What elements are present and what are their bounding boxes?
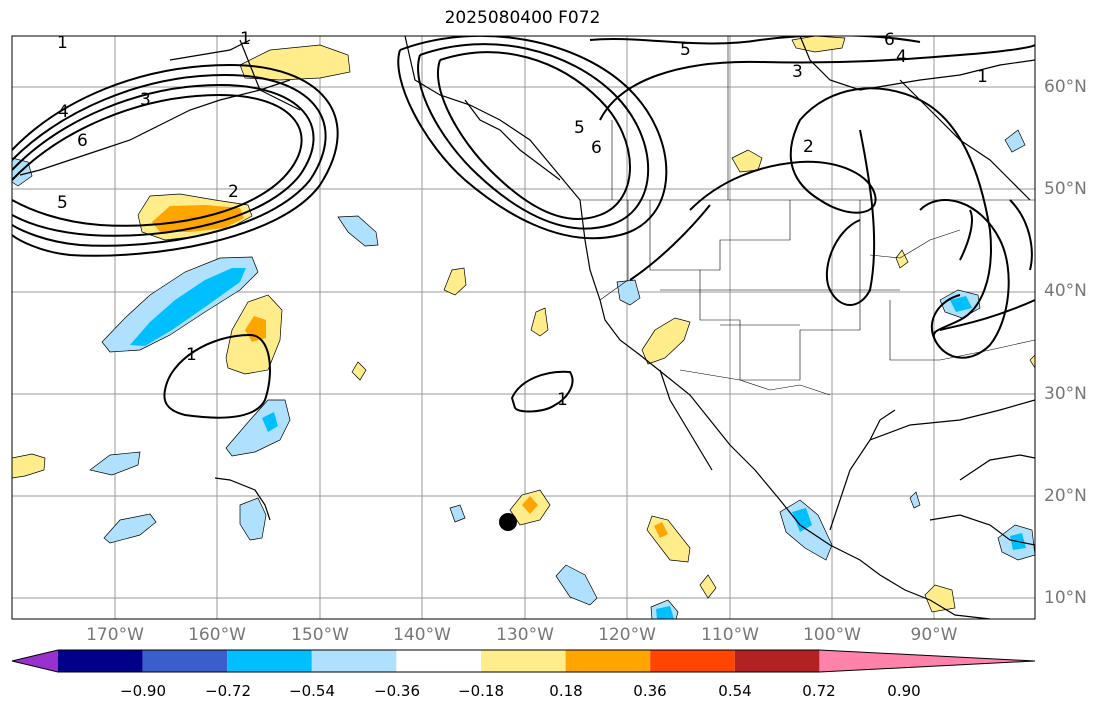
neg-anomaly-core [262,412,278,432]
pos-anomaly-patch [699,574,717,599]
colorbar-tick-label: 0.72 [802,682,836,700]
contour-label: 1 [977,67,988,87]
storm-center-marker [499,513,517,531]
colorbar-tick-label: 0.54 [718,682,752,700]
colorbar-tick-label: 0.90 [887,682,921,700]
neg-anomaly-patch [555,564,598,606]
contour-label: 5 [680,40,691,60]
colorbar-tick-label: 0.36 [633,682,667,700]
colorbar-tick-label: −0.54 [289,682,335,700]
pos-anomaly-patch [12,453,46,479]
colorbar-tick-label: 0.18 [549,682,583,700]
contour-label: 1 [57,33,68,53]
lon-label-150w: 150°W [291,625,349,645]
neg-anomaly-core [656,606,674,619]
neg-anomaly-core [130,268,246,346]
contour-label: 5 [574,118,585,138]
pos-anomaly-patch [351,361,367,381]
neg-anomaly-patch [1004,129,1026,153]
contour-lines [12,36,1035,419]
contour-label: 6 [591,138,602,158]
pos-anomaly-patch [731,149,763,173]
colorbar-segment [227,650,312,672]
neg-anomaly-patch [337,215,379,247]
contour-label: 6 [77,131,88,151]
lon-label-110w: 110°W [701,625,759,645]
colorbar-extend-high [819,650,1035,672]
contour-label: 1 [186,345,197,365]
political-borders [580,36,1035,396]
colorbar-segment [734,650,820,672]
lon-label-160w: 160°W [188,625,246,645]
contour-label: 2 [803,137,814,157]
contour-label: 3 [140,90,151,110]
pos-anomaly-patch [924,584,956,613]
colorbar-tick-label: −0.36 [374,682,420,700]
neg-anomaly-patch [103,513,157,544]
contour-label: 4 [58,102,69,122]
pos-anomaly-patch [443,267,467,296]
contour-label: 5 [57,193,68,213]
colorbar [11,649,1036,673]
contour-label: 1 [240,29,251,49]
contour-label: 2 [228,182,239,202]
lon-label-90w: 90°W [910,625,958,645]
lon-label-120w: 120°W [598,625,656,645]
lon-label-100w: 100°W [803,625,861,645]
colorbar-segment [565,650,651,672]
colorbar-extend-low [12,650,58,672]
pos-anomaly-core [522,496,538,514]
lat-label-50n: 50°N [1044,179,1087,199]
neg-anomaly-patch [616,279,641,306]
lon-label-130w: 130°W [496,625,554,645]
pos-anomaly-core [654,522,668,538]
contour-label: 1 [557,390,568,410]
lat-label-20n: 20°N [1044,486,1087,506]
neg-anomaly-patch [239,497,267,541]
map-area [12,36,1035,619]
lat-label-40n: 40°N [1044,281,1087,301]
neg-anomaly-patch [779,499,833,561]
colorbar-segment [142,650,228,672]
neg-anomaly-patch [449,504,466,523]
gridlines [12,36,1035,619]
colorbar-tick-label: −0.90 [120,682,166,700]
pos-anomaly-patch [239,44,351,81]
pos-anomaly-patch [895,249,909,269]
anomaly-shading [12,36,1035,619]
pos-anomaly-patch [530,307,549,337]
contour-label: 4 [896,47,907,67]
lat-label-60n: 60°N [1044,77,1087,97]
lon-label-140w: 140°W [393,625,451,645]
colorbar-segment [311,650,397,672]
pos-anomaly-patch [1029,354,1035,369]
map-title: 2025080400 F072 [444,8,601,28]
colorbar-segment [396,650,481,672]
contour-label-group: 1 1 4 3 6 5 2 5 6 5 3 6 4 1 2 1 1 [57,29,988,410]
coastlines [19,36,1035,619]
colorbar-segment [650,650,735,672]
lat-label-10n: 10°N [1044,588,1087,608]
neg-anomaly-core [792,508,812,532]
colorbar-segment [481,650,566,672]
lon-label-170w: 170°W [86,625,144,645]
neg-anomaly-patch [89,451,141,476]
lat-label-30n: 30°N [1044,384,1087,404]
colorbar-tick-label: −0.72 [205,682,251,700]
contour-label: 6 [884,30,895,50]
map-frame [11,35,1036,620]
colorbar-outline [11,649,1036,673]
colorbar-tick-label: −0.18 [458,682,504,700]
contour-label: 3 [792,62,803,82]
neg-anomaly-patch [909,491,921,509]
neg-anomaly-core [950,296,972,312]
colorbar-segment [58,650,143,672]
